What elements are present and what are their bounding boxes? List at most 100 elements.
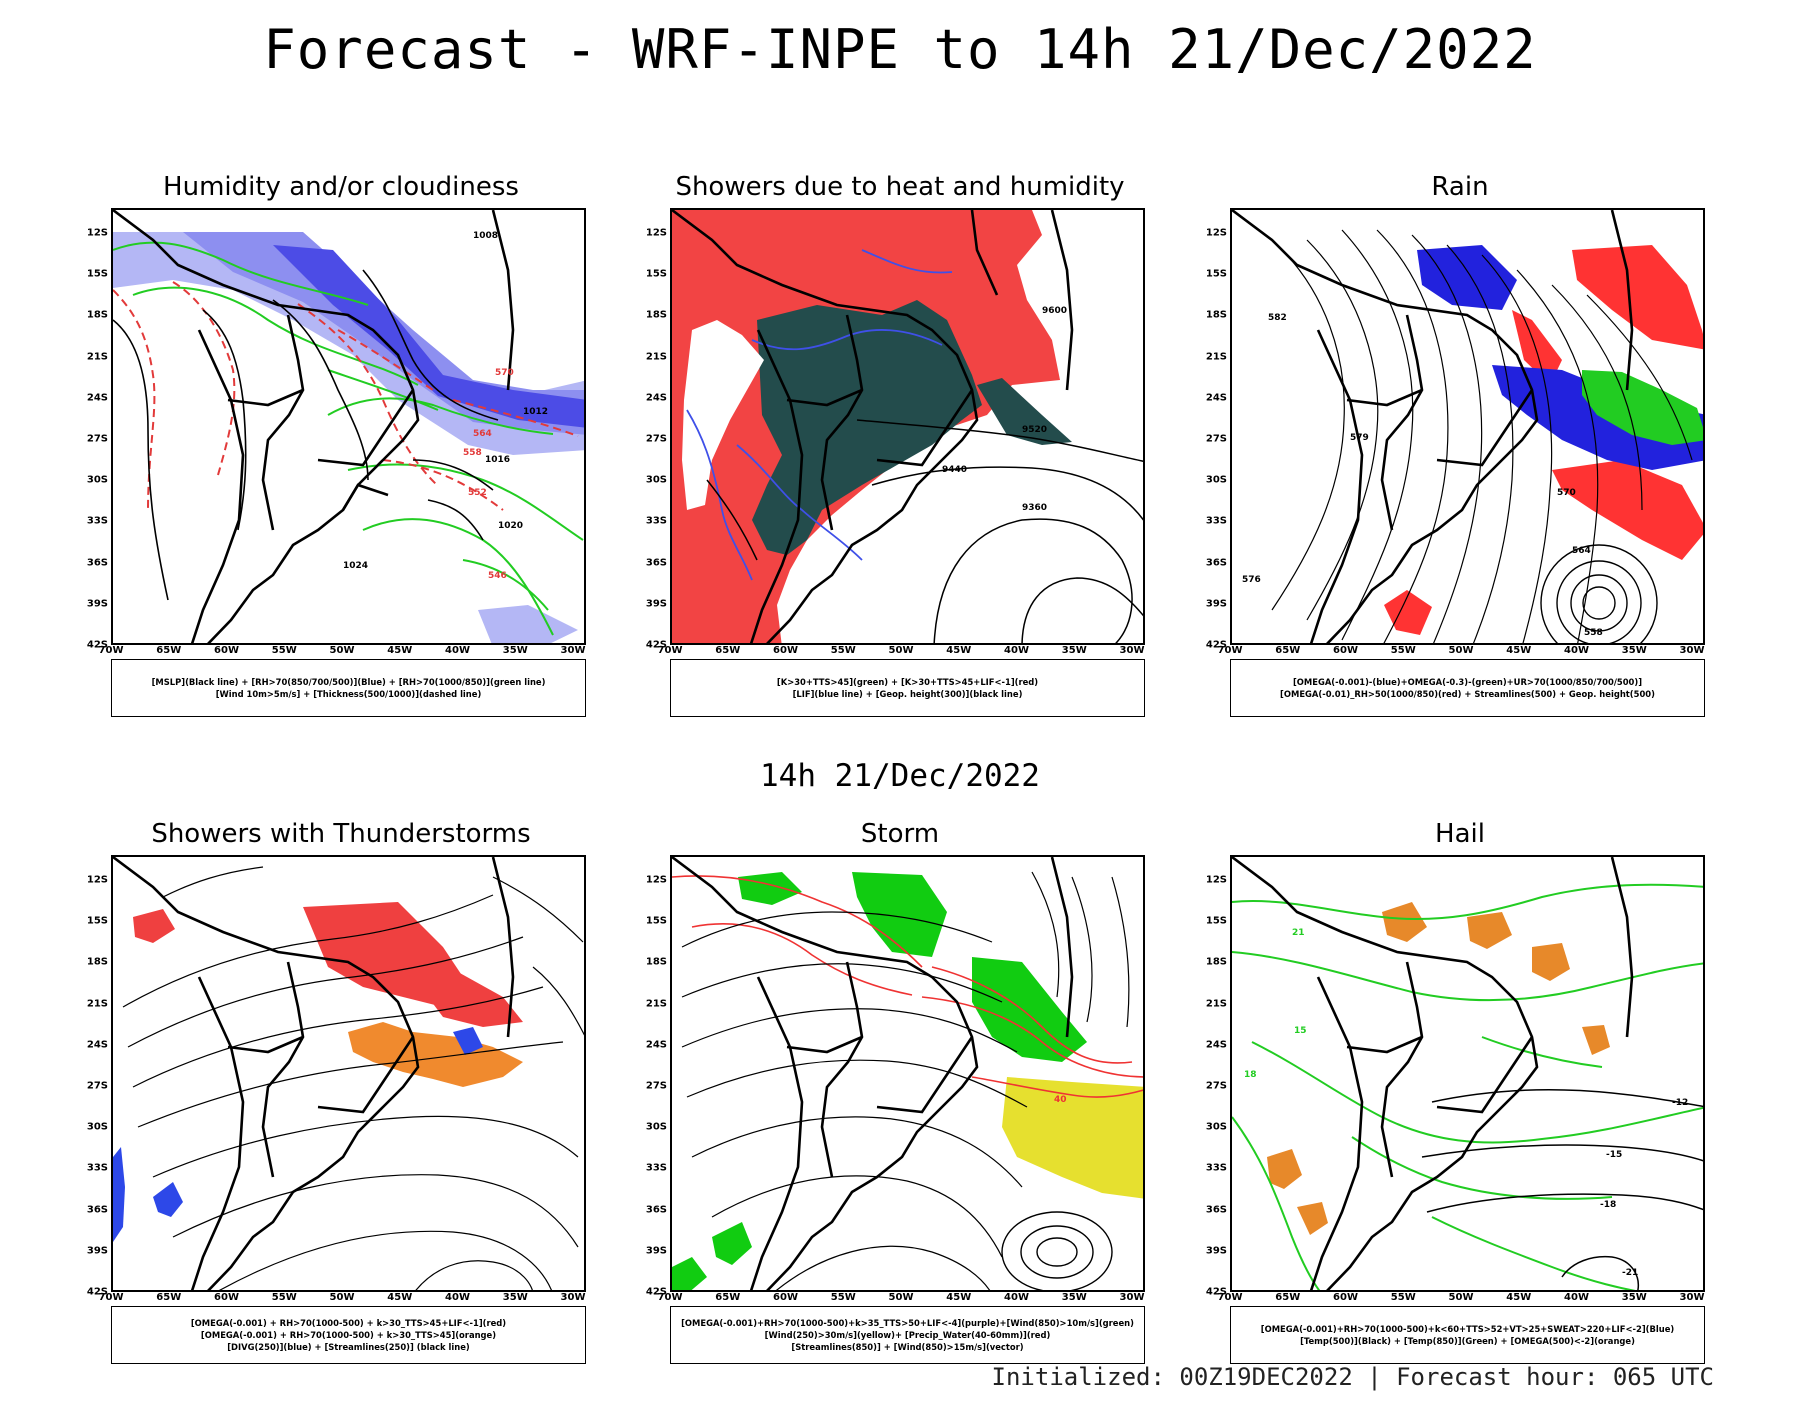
svg-text:-21: -21 [1622, 1268, 1638, 1278]
lat-label: 24S [1205, 392, 1227, 404]
longitude-axis: 70W 65W 60W 55W 50W 45W 40W 35W 30W [99, 645, 586, 659]
svg-text:552: 552 [468, 488, 487, 498]
latitude-axis: 12S 15S 18S 21S 24S 27S 30S 33S 36S 39S 42S [81, 855, 111, 1298]
lat-label: 21S [86, 351, 108, 363]
lat-label: 21S [645, 998, 667, 1010]
lat-label: 33S [1205, 515, 1227, 527]
lon-label: 55W [271, 1292, 297, 1303]
lon-label: 50W [329, 1292, 355, 1303]
lon-label: 40W [1564, 645, 1589, 656]
lon-label: 35W [1621, 645, 1647, 656]
legend-line: [Streamlines(850)] + [Wind(850)>15m/s](v… [791, 1342, 1024, 1352]
country-borders [1232, 857, 1634, 1290]
initialization-info: Initialized: 00Z19DEC2022 | Forecast hou… [991, 1363, 1714, 1391]
lat-label: 12S [645, 874, 667, 886]
lat-label: 15S [86, 915, 108, 927]
panel-title: Rain [1431, 172, 1489, 202]
panel-thunderstorms: Showers with Thunderstorms 12S 15S 18S 21S 2… [81, 819, 601, 1409]
svg-text:21: 21 [1292, 928, 1305, 938]
lon-label: 65W [1275, 1292, 1301, 1303]
lon-label: 65W [715, 1292, 741, 1303]
lon-label: 50W [888, 1292, 914, 1303]
lat-label: 42S [645, 639, 667, 651]
svg-text:-18: -18 [1600, 1200, 1616, 1210]
lat-label: 21S [1205, 998, 1227, 1010]
lat-label: 21S [1205, 351, 1227, 363]
lat-label: 27S [1205, 433, 1227, 445]
svg-text:570: 570 [495, 368, 514, 378]
lat-label: 15S [645, 268, 667, 280]
lat-label: 27S [645, 1080, 667, 1092]
svg-text:18: 18 [1244, 1070, 1257, 1080]
lat-label: 24S [645, 392, 667, 404]
lon-label: 30W [560, 645, 586, 656]
lat-label: 12S [1205, 227, 1227, 239]
lon-label: 60W [1333, 1292, 1358, 1303]
lat-label: 18S [1205, 956, 1227, 968]
lat-label: 33S [645, 1162, 667, 1174]
lat-label: 15S [1205, 268, 1227, 280]
legend-line: [OMEGA(-0.01)_RH>50(1000/850)(red) + Str… [1280, 689, 1655, 699]
legend-showers: [K>30+TTS>45](green) + [K>30+TTS>45+LIF<… [670, 659, 1145, 717]
storm-rings [1001, 1211, 1113, 1290]
lat-label: 15S [1205, 915, 1227, 927]
latitude-axis: 12S 15S 18S 21S 24S 27S 30S 33S 36S 39S 42S [1200, 855, 1230, 1298]
storm-contour-label: 40 [1054, 1095, 1067, 1105]
humidity-contour-labels: 1008 1012 1016 1020 1024 570 564 558 552… [343, 231, 548, 581]
lat-label: 39S [645, 598, 667, 610]
svg-text:582: 582 [1268, 313, 1287, 323]
svg-text:564: 564 [473, 429, 492, 439]
longitude-axis: 70W 65W 60W 55W 50W 45W 40W 35W 30W [99, 1292, 586, 1306]
showers-contour-labels: 9600 9520 9440 9360 [942, 306, 1067, 513]
svg-text:1008: 1008 [473, 231, 498, 241]
lat-label: 36S [86, 557, 108, 569]
lat-label: 30S [1205, 1121, 1227, 1133]
lat-label: 12S [1205, 874, 1227, 886]
lon-label: 40W [1564, 1292, 1589, 1303]
lon-label: 70W [657, 645, 683, 656]
lat-label: 33S [1205, 1162, 1227, 1174]
lif-blue-lines [686, 249, 953, 581]
lat-label: 27S [86, 1080, 108, 1092]
temp-850-green [1232, 883, 1703, 1290]
storm-green-areas [672, 872, 1087, 1290]
lon-label: 35W [1061, 1292, 1087, 1303]
map-storm: 40 [670, 855, 1145, 1292]
lon-label: 70W [1217, 645, 1243, 656]
country-borders [113, 210, 515, 643]
lat-label: 12S [86, 874, 108, 886]
legend-line: [OMEGA(-0.001)+RH>70(1000-500)+k>35_TTS>… [681, 1318, 1134, 1328]
panel-humidity: Humidity and/or cloudiness 12S 15S 18S 21S 2… [81, 172, 601, 762]
lon-label: 65W [715, 645, 741, 656]
legend-line: [OMEGA(-0.001) + RH>70(1000-500) + k>30_… [200, 1330, 497, 1340]
lon-label: 70W [98, 645, 124, 656]
lon-label: 45W [387, 1292, 413, 1303]
lon-label: 50W [1448, 1292, 1474, 1303]
map-showers: 9600 9520 9440 9360 [670, 208, 1145, 645]
lat-label: 24S [86, 1039, 108, 1051]
lat-label: 21S [86, 998, 108, 1010]
rain-map-svg: 582 579 576 570 564 558 [1232, 210, 1703, 643]
thunderstorms-map-svg [113, 857, 584, 1290]
lat-label: 33S [86, 1162, 108, 1174]
lon-label: 45W [387, 645, 413, 656]
svg-text:-12: -12 [1672, 1098, 1688, 1108]
svg-text:558: 558 [1584, 628, 1603, 638]
geopotential-lines [706, 419, 1143, 643]
lon-label: 30W [1119, 1292, 1145, 1303]
longitude-axis: 70W 65W 60W 55W 50W 45W 40W 35W 30W [658, 1292, 1145, 1306]
lat-label: 36S [1205, 1204, 1227, 1216]
streamlines-850 [681, 871, 1130, 1290]
svg-text:564: 564 [1572, 546, 1591, 556]
svg-text:-15: -15 [1606, 1150, 1622, 1160]
showers-map-svg: 9600 9520 9440 9360 [672, 210, 1143, 643]
jet-yellow-area [1002, 1077, 1143, 1199]
mid-title: 14h 21/Dec/2022 [760, 758, 1040, 794]
showers-green-area [752, 300, 982, 555]
lat-label: 30S [86, 474, 108, 486]
geopotential-500-rings [1540, 544, 1658, 643]
longitude-axis: 70W 65W 60W 55W 50W 45W 40W 35W 30W [1218, 645, 1705, 659]
legend-line: [DIVG(250)](blue) + [Streamlines(250)] (… [227, 1342, 470, 1352]
lon-label: 35W [502, 1292, 528, 1303]
lat-label: 39S [1205, 598, 1227, 610]
